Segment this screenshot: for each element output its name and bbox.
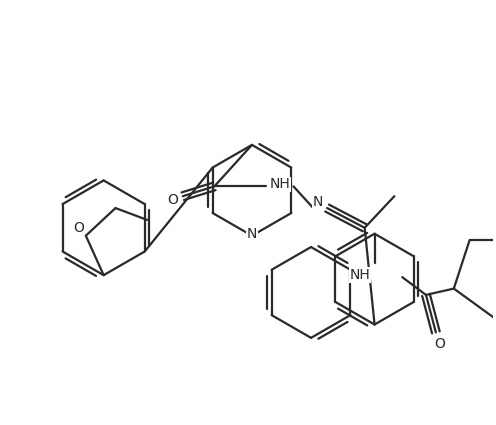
Text: N: N: [313, 195, 323, 209]
Text: O: O: [168, 193, 178, 207]
Text: NH: NH: [349, 268, 370, 282]
Text: O: O: [73, 221, 84, 235]
Text: NH: NH: [269, 177, 290, 191]
Text: O: O: [434, 337, 445, 351]
Text: N: N: [247, 227, 257, 241]
